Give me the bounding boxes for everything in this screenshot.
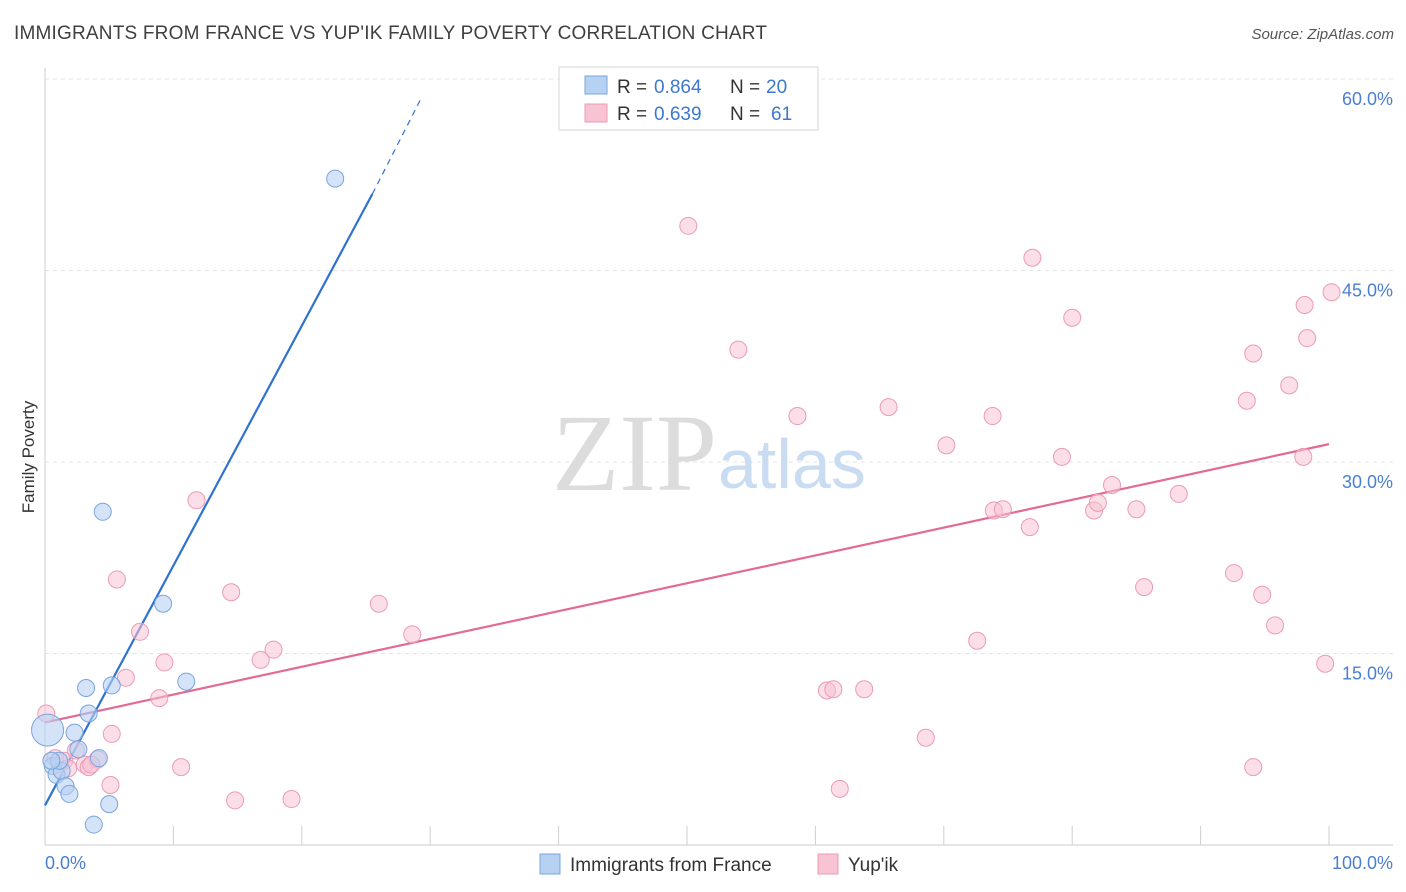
point-yupik [855, 680, 874, 699]
point-yupik [879, 398, 898, 417]
point-france [60, 784, 79, 803]
point-yupik [251, 650, 270, 669]
point-yupik [1224, 564, 1243, 583]
watermark-zip: ZIP [552, 392, 717, 514]
point-yupik [1244, 758, 1263, 777]
data-points [31, 169, 1341, 834]
point-yupik [1088, 493, 1107, 512]
point-yupik [150, 689, 169, 708]
point-yupik [101, 775, 120, 794]
point-france [84, 815, 103, 834]
legend-r-value-blue: 0.864 [654, 77, 702, 98]
point-yupik [1316, 654, 1335, 673]
point-yupik [116, 668, 135, 687]
legend-bottom-label-blue: Immigrants from France [570, 855, 772, 876]
point-yupik [916, 728, 935, 747]
legend-n-label-pink: N = [730, 104, 760, 125]
legend-n-value-pink: 61 [771, 104, 792, 125]
legend-n-label-blue: N = [730, 77, 760, 98]
y-axis-label: Family Poverty [19, 400, 38, 513]
point-yupik [226, 791, 245, 810]
point-yupik [1020, 518, 1039, 537]
point-yupik [1103, 475, 1122, 494]
point-yupik [1244, 344, 1263, 363]
point-france [77, 678, 96, 697]
point-france [154, 594, 173, 613]
legend-bottom-swatch-pink [817, 853, 839, 875]
point-yupik [983, 407, 1002, 426]
legend-top: R = 0.864 N = 20 R = 0.639 N = 61 [558, 66, 819, 131]
point-france [93, 502, 112, 521]
point-france [100, 795, 119, 814]
point-yupik [1280, 376, 1299, 395]
watermark: ZIP atlas [552, 392, 866, 514]
point-france [89, 749, 108, 768]
point-yupik [1023, 248, 1042, 267]
point-yupik [830, 779, 849, 798]
legend-r-label-blue: R = [617, 77, 647, 98]
y-tick-label-45: 45.0% [1342, 281, 1393, 301]
point-yupik [1266, 616, 1285, 635]
point-france [42, 751, 61, 770]
point-yupik [968, 631, 987, 650]
point-france [326, 169, 345, 188]
point-yupik [131, 622, 150, 641]
y-tick-label-15: 15.0% [1342, 664, 1393, 684]
point-yupik [1237, 391, 1256, 410]
point-yupik [1135, 578, 1154, 597]
point-yupik [937, 436, 956, 455]
point-yupik [729, 340, 748, 359]
legend-bottom: Immigrants from France Yup'ik [539, 853, 899, 876]
point-france [69, 740, 88, 759]
point-yupik [1052, 447, 1071, 466]
point-france [177, 672, 196, 691]
legend-r-label-pink: R = [617, 104, 647, 125]
point-france [31, 713, 65, 747]
point-yupik [187, 491, 206, 510]
legend-r-value-pink: 0.639 [654, 104, 702, 125]
watermark-atlas: atlas [718, 425, 866, 503]
trend-line-france-extension [371, 97, 422, 195]
point-yupik [172, 758, 191, 777]
point-france [65, 723, 84, 742]
point-yupik [993, 500, 1012, 519]
legend-swatch-pink [584, 103, 608, 123]
point-yupik [824, 680, 843, 699]
legend-n-value-blue: 20 [766, 77, 787, 98]
point-yupik [1294, 447, 1313, 466]
point-yupik [1298, 329, 1317, 348]
legend-bottom-label-pink: Yup'ik [848, 855, 899, 876]
tick-labels: 15.0% 30.0% 45.0% 60.0% 0.0% 100.0% [45, 89, 1393, 873]
trend-line-france [44, 193, 374, 806]
legend-bottom-swatch-blue [539, 853, 561, 875]
gridlines [45, 78, 1393, 654]
point-yupik [282, 790, 301, 809]
point-yupik [369, 594, 388, 613]
point-yupik [107, 570, 126, 589]
point-yupik [102, 724, 121, 743]
point-yupik [155, 653, 174, 672]
point-yupik [1322, 283, 1341, 302]
y-tick-label-60: 60.0% [1342, 89, 1393, 109]
point-yupik [222, 583, 241, 602]
source-label: Source: ZipAtlas.com [1251, 26, 1394, 43]
point-france [102, 676, 121, 695]
point-yupik [788, 407, 807, 426]
x-tick-label-0: 0.0% [45, 853, 86, 873]
point-yupik [1127, 500, 1146, 519]
y-tick-label-30: 30.0% [1342, 472, 1393, 492]
chart-title: IMMIGRANTS FROM FRANCE VS YUP'IK FAMILY … [14, 23, 767, 44]
point-yupik [1169, 484, 1188, 503]
point-yupik [679, 216, 698, 235]
legend-swatch-blue [584, 75, 608, 95]
point-france [79, 704, 98, 723]
point-yupik [1063, 308, 1082, 327]
point-yupik [1295, 295, 1314, 314]
point-yupik [403, 625, 422, 644]
x-tick-label-100: 100.0% [1332, 853, 1393, 873]
point-yupik [1253, 585, 1272, 604]
point-yupik [264, 640, 283, 659]
